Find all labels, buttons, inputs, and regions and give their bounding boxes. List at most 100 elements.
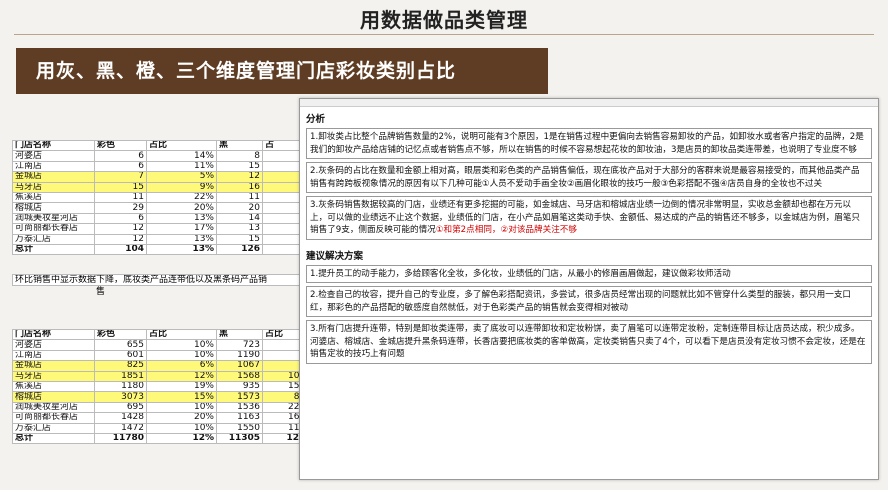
amount-table-cell: 10% — [146, 422, 217, 434]
quantity-table-cell: 17% — [146, 223, 217, 235]
analysis-panel: 分析 1.卸妆类占比整个品牌销售数量的2%，说明可能有3个原因，1是在销售过程中… — [299, 98, 879, 480]
quantity-table-row: 马牙店 15 9% 16 — [12, 181, 313, 193]
quantity-table-cell: 马牙店 — [12, 181, 95, 193]
quantity-table-cell: 6 — [94, 160, 147, 173]
analysis-point-3: 3.灰条码销售数据较高的门店，业绩还有更多挖掘的可能，如金城店、马牙店和榕城店业… — [306, 196, 872, 240]
amount-table-cell: 1067 — [216, 360, 263, 372]
quantity-table-cell: 总计 — [12, 243, 95, 256]
amount-table-cell: 总计 — [12, 432, 95, 445]
amount-table-cell: 蕉溪店 — [12, 380, 95, 393]
quantity-table-cell: 16 — [216, 181, 263, 193]
quantity-table-cell: 8 — [216, 150, 263, 162]
quantity-table-cell: 29 — [94, 202, 147, 214]
amount-table-cell: 3073 — [94, 391, 147, 403]
amount-table-cell: 1190 — [216, 349, 263, 362]
solution-point-2: 2.检查自己的妆容，提升自己的专业度，多了解色彩搭配资讯，多尝试，很多店员经常出… — [306, 286, 872, 317]
amount-table-cell: 1163 — [216, 412, 263, 424]
quantity-table-row: 总计 104 13% 126 — [12, 243, 313, 256]
quantity-table-cell: 14 — [216, 212, 263, 225]
quantity-table-cell: 14% — [146, 150, 217, 162]
section-banner: 用灰、黑、橙、三个维度管理门店彩妆类别占比 — [16, 48, 548, 94]
analysis-heading: 分析 — [306, 114, 326, 125]
amount-table-cell: 11305 — [216, 432, 263, 445]
quantity-table-cell: 20% — [146, 202, 217, 214]
amount-table-cell: 655 — [94, 339, 147, 351]
amount-table-cell: 1180 — [94, 380, 147, 393]
quantity-table-cell: 13% — [146, 233, 217, 245]
sales-note: 环比销售中显示数据下降，底妆类产品连带低以及黑条码产品销 — [12, 274, 312, 286]
amount-table-cell: 10% — [146, 349, 217, 362]
quantity-table-cell: 11% — [146, 160, 217, 173]
quantity-table-cell: 22% — [146, 191, 217, 204]
page-title: 用数据做品类管理 — [360, 8, 528, 32]
amount-table-cell: 695 — [94, 401, 147, 414]
amount-table-cell: 马牙店 — [12, 370, 95, 382]
quantity-table-cell: 蕉溪店 — [12, 191, 95, 204]
amount-table-cell: 6% — [146, 360, 217, 372]
solution-heading: 建议解决方案 — [306, 250, 364, 262]
amount-table-header-cell: 黑 — [216, 328, 263, 341]
amount-table-cell: 20% — [146, 412, 217, 424]
quantity-table-cell: 5% — [146, 171, 217, 183]
quantity-table-cell: 可尚丽都长春店 — [12, 223, 95, 235]
amount-table-cell: 金城店 — [12, 360, 95, 372]
amount-table-cell: 1428 — [94, 412, 147, 424]
quantity-table-cell: 6 — [94, 150, 147, 162]
store-makeup-quantity-table: 门店名称 彩色 占比黑占河婆店 6 14% 8 江南店 6 11% 15 金城店 7 5% 12 马牙店 15… — [12, 139, 313, 256]
amount-table-header-cell: 占比 — [146, 328, 217, 341]
amount-table-cell: 1568 — [216, 370, 263, 382]
amount-table-cell: 11780 — [94, 432, 147, 445]
amount-table-cell: 12% — [146, 432, 217, 445]
quantity-table-row: 蕉溪店 11 22% 11 — [12, 191, 313, 204]
analysis-point-3-highlight: ①和第2点相同，②对该品牌关注不够 — [435, 225, 577, 235]
quantity-table-header-cell: 门店名称 — [12, 139, 95, 152]
amount-table-cell: 河婆店 — [12, 339, 95, 351]
quantity-table-cell: 河婆店 — [12, 150, 95, 162]
quantity-table-row: 江南店 6 11% 15 — [12, 160, 313, 173]
quantity-table-cell: 15 — [216, 233, 263, 245]
quantity-table-cell: 11 — [94, 191, 147, 204]
amount-table-cell: 19% — [146, 380, 217, 393]
title-divider — [14, 34, 874, 35]
amount-table-cell: 榕城店 — [12, 391, 95, 403]
quantity-table-cell: 江南店 — [12, 160, 95, 173]
amount-table-cell: 1536 — [216, 401, 263, 414]
panel-top-band — [300, 99, 878, 107]
quantity-table-row: 万泰汇店 12 13% 15 — [12, 233, 313, 245]
quantity-table-cell: 11 — [216, 191, 263, 204]
quantity-table-cell: 126 — [216, 243, 263, 256]
quantity-table-cell: 润城美妆星河店 — [12, 212, 95, 225]
amount-table-cell: 1851 — [94, 370, 147, 382]
quantity-table-row: 榕城店 29 20% 20 — [12, 202, 313, 214]
quantity-table-cell: 9% — [146, 181, 217, 193]
amount-table-cell: 15% — [146, 391, 217, 403]
quantity-table-cell: 13 — [216, 223, 263, 235]
quantity-table-cell: 12 — [216, 171, 263, 183]
quantity-table-header-cell: 彩色 — [94, 139, 147, 152]
quantity-table-cell: 榕城店 — [12, 202, 95, 214]
quantity-table-cell: 12 — [94, 223, 147, 235]
quantity-table-header-cell: 占比 — [146, 139, 217, 152]
amount-table-cell: 1472 — [94, 422, 147, 434]
amount-table-cell: 1573 — [216, 391, 263, 403]
amount-table-header-cell: 彩色 — [94, 328, 147, 341]
quantity-table-cell: 金城店 — [12, 171, 95, 183]
amount-table-cell: 935 — [216, 380, 263, 393]
amount-table-cell: 万泰汇店 — [12, 422, 95, 434]
quantity-table-header-row: 门店名称 彩色 占比黑占 — [12, 139, 313, 152]
analysis-point-1: 1.卸妆类占比整个品牌销售数量的2%，说明可能有3个原因，1是在销售过程中更偏向… — [306, 128, 872, 159]
analysis-point-2: 2.灰条码的占比在数量和金额上相对高，眼层类和彩色类的产品销售偏低，现在底妆产品… — [306, 162, 872, 193]
quantity-table-row: 金城店 7 5% 12 — [12, 171, 313, 183]
quantity-table-cell: 12 — [94, 233, 147, 245]
amount-table-cell: 10% — [146, 401, 217, 414]
solution-point-3: 3.所有门店提升连带，特别是卸妆类连带，卖了底妆可以连带卸妆和定妆粉饼，卖了眉笔… — [306, 320, 872, 364]
amount-table-cell: 12% — [146, 370, 217, 382]
quantity-table-cell: 13% — [146, 212, 217, 225]
amount-table-cell: 723 — [216, 339, 263, 351]
amount-table-cell: 可尚丽都长春店 — [12, 412, 95, 424]
quantity-table-cell: 6 — [94, 212, 147, 225]
quantity-table-row: 可尚丽都长春店 12 17% 13 — [12, 223, 313, 235]
quantity-table-row: 润城美妆星河店 6 13% 14 — [12, 212, 313, 225]
solution-point-1: 1.提升员工的动手能力，多给顾客化全妆，多化妆，业绩低的门店，从最小的修眉画眉做… — [306, 264, 872, 283]
quantity-table-cell: 13% — [146, 243, 217, 256]
